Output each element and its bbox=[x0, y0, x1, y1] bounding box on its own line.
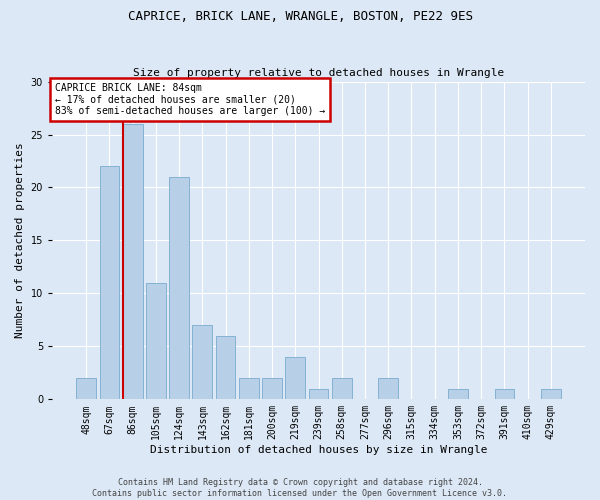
Y-axis label: Number of detached properties: Number of detached properties bbox=[15, 142, 25, 338]
Bar bbox=[216, 336, 235, 400]
Bar bbox=[541, 388, 561, 400]
Bar bbox=[169, 177, 189, 400]
Bar bbox=[262, 378, 282, 400]
X-axis label: Distribution of detached houses by size in Wrangle: Distribution of detached houses by size … bbox=[150, 445, 487, 455]
Bar bbox=[76, 378, 96, 400]
Text: CAPRICE BRICK LANE: 84sqm
← 17% of detached houses are smaller (20)
83% of semi-: CAPRICE BRICK LANE: 84sqm ← 17% of detac… bbox=[55, 83, 325, 116]
Text: CAPRICE, BRICK LANE, WRANGLE, BOSTON, PE22 9ES: CAPRICE, BRICK LANE, WRANGLE, BOSTON, PE… bbox=[128, 10, 473, 23]
Bar bbox=[308, 388, 328, 400]
Bar bbox=[123, 124, 143, 400]
Bar bbox=[494, 388, 514, 400]
Bar bbox=[286, 357, 305, 400]
Text: Contains HM Land Registry data © Crown copyright and database right 2024.
Contai: Contains HM Land Registry data © Crown c… bbox=[92, 478, 508, 498]
Bar bbox=[379, 378, 398, 400]
Bar bbox=[146, 283, 166, 400]
Bar bbox=[448, 388, 468, 400]
Bar bbox=[100, 166, 119, 400]
Bar bbox=[193, 325, 212, 400]
Bar bbox=[332, 378, 352, 400]
Bar bbox=[239, 378, 259, 400]
Title: Size of property relative to detached houses in Wrangle: Size of property relative to detached ho… bbox=[133, 68, 504, 78]
